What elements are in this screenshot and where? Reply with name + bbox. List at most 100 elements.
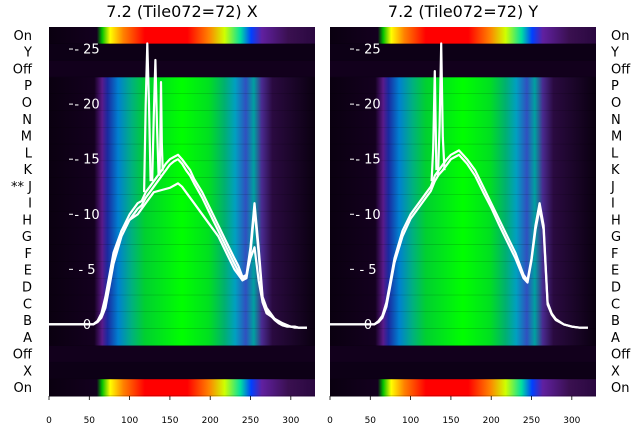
row-separator xyxy=(330,127,596,128)
row-separator xyxy=(49,127,315,128)
heatmap-row xyxy=(49,27,315,45)
row-label: Off xyxy=(13,348,33,363)
heatmap-row xyxy=(330,77,596,95)
row-label: X xyxy=(611,364,620,379)
row-label: A xyxy=(611,331,620,346)
data-line xyxy=(151,58,160,182)
row-separator xyxy=(49,361,315,363)
panel-y: 7.2 (Tile072=72) Y OnYOffPONMLKJIHGFEDCB… xyxy=(327,2,631,426)
x-tick-label: 250 xyxy=(523,416,540,426)
heatmap-row xyxy=(49,362,315,380)
row-separator xyxy=(49,143,315,145)
x-tick-label: 300 xyxy=(563,416,580,426)
row-label: B xyxy=(23,314,32,329)
y-tick-label: 0 xyxy=(83,318,91,333)
panel-title: 7.2 (Tile072=72) Y xyxy=(388,2,538,21)
row-label: D xyxy=(611,280,621,295)
heatmap-row xyxy=(49,379,315,397)
row-separator xyxy=(49,93,315,95)
heatmap-row xyxy=(330,127,596,145)
row-separator xyxy=(49,177,315,178)
x-tick-label: 200 xyxy=(483,416,500,426)
heatmap-row xyxy=(330,60,596,78)
heatmap-row xyxy=(49,278,315,296)
panel-title: 7.2 (Tile072=72) X xyxy=(106,2,257,21)
row-separator xyxy=(330,395,596,396)
heatmap-row xyxy=(330,345,596,363)
row-separator xyxy=(330,160,596,162)
row-label: Off xyxy=(13,62,33,77)
heatmap-row xyxy=(49,194,315,212)
y-tick-label: - 10 xyxy=(355,208,380,223)
heatmap-row xyxy=(49,211,315,229)
row-label: Off xyxy=(611,348,631,363)
row-label: P xyxy=(24,79,32,94)
row-separator xyxy=(49,59,315,61)
y-tick-label: - 10 xyxy=(74,208,99,223)
row-label: A xyxy=(23,331,32,346)
row-label: L xyxy=(25,146,33,161)
row-separator xyxy=(330,194,596,195)
x-tick-label: 150 xyxy=(161,416,178,426)
heatmap-row xyxy=(330,295,596,313)
row-separator xyxy=(330,43,596,44)
row-label: C xyxy=(611,297,620,312)
row-label: L xyxy=(611,146,619,161)
row-label: On xyxy=(14,381,32,396)
row-separator xyxy=(330,244,596,246)
row-separator xyxy=(49,395,315,396)
row-label: K xyxy=(611,163,620,178)
data-line xyxy=(158,81,164,176)
row-label: J xyxy=(610,180,615,195)
x-tick-label: 0 xyxy=(46,416,52,426)
row-label: N xyxy=(611,113,621,128)
row-separator xyxy=(330,328,596,329)
row-label: On xyxy=(14,29,32,44)
row-label: P xyxy=(611,79,619,94)
row-separator xyxy=(330,59,596,61)
row-label: G xyxy=(611,230,621,245)
y-tick-label: 0 xyxy=(364,318,372,333)
data-line xyxy=(330,153,588,329)
y-tick-label: - 20 xyxy=(355,98,380,113)
row-label: E xyxy=(24,264,32,279)
y-tick-label: - 25 xyxy=(74,43,99,58)
row-label: X xyxy=(23,364,32,379)
heatmap-row xyxy=(49,328,315,347)
heatmap-row xyxy=(330,211,596,229)
heatmap-row xyxy=(330,110,596,129)
heatmap-row xyxy=(330,144,596,162)
data-line xyxy=(436,42,446,176)
row-separator xyxy=(330,294,596,296)
row-label: F xyxy=(611,247,618,262)
row-separator xyxy=(330,177,596,178)
row-separator xyxy=(49,294,315,296)
row-separator xyxy=(330,345,596,346)
row-separator xyxy=(330,261,596,262)
y-tick-label: - 25 xyxy=(355,43,380,58)
row-label: Y xyxy=(23,46,32,61)
row-label: B xyxy=(611,314,620,329)
row-label: C xyxy=(23,297,32,312)
row-separator xyxy=(49,227,315,229)
row-label: On xyxy=(611,381,629,396)
x-tick-label: 200 xyxy=(202,416,219,426)
x-tick-label: 50 xyxy=(84,416,96,426)
heatmap-row xyxy=(330,312,596,330)
row-separator xyxy=(330,311,596,313)
row-label: Off xyxy=(611,62,631,77)
data-line xyxy=(49,182,307,329)
row-label: G xyxy=(22,230,32,245)
row-label: F xyxy=(25,247,32,262)
heatmap-row xyxy=(49,295,315,313)
heatmap-row xyxy=(330,278,596,296)
heatmap-row xyxy=(49,345,315,363)
y-tick-label: - 5 xyxy=(359,263,376,278)
row-label: D xyxy=(22,280,32,295)
y-tick-label: - 15 xyxy=(74,153,99,168)
heatmap-row xyxy=(49,144,315,162)
heatmap-row xyxy=(49,161,315,179)
heatmap-row xyxy=(330,362,596,380)
x-tick-label: 100 xyxy=(402,416,419,426)
row-label: H xyxy=(611,213,621,228)
